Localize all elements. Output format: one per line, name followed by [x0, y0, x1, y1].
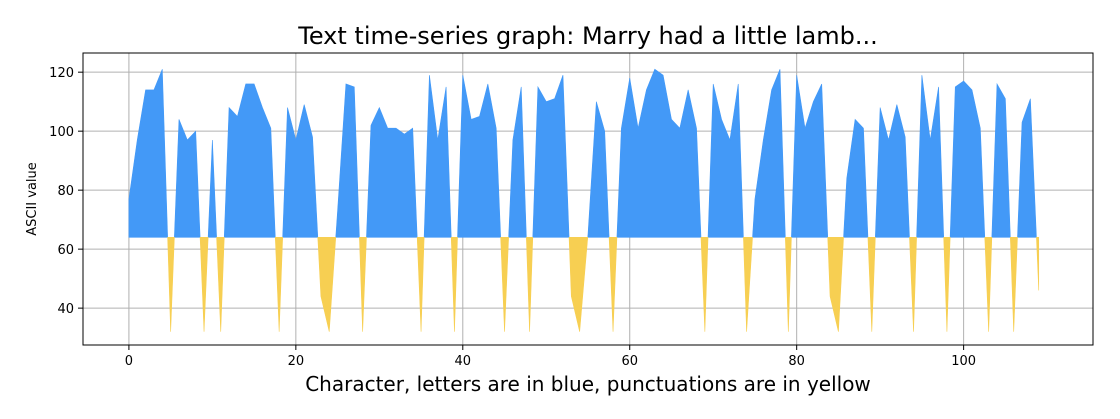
y-axis-label: ASCII value	[25, 162, 40, 236]
x-tick-label: 100	[951, 354, 976, 369]
y-tick-label: 60	[57, 243, 74, 258]
x-tick-label: 20	[288, 354, 305, 369]
y-tick-label: 100	[49, 125, 74, 140]
x-axis-label: Character, letters are in blue, punctuat…	[305, 372, 871, 396]
ticks: 0 20 40 60 80 100 40 60 80 100 120	[49, 66, 976, 369]
x-tick-label: 60	[621, 354, 638, 369]
x-tick-label: 40	[455, 354, 472, 369]
y-tick-label: 40	[57, 302, 74, 317]
x-tick-label: 80	[788, 354, 805, 369]
axes-frame	[82, 52, 1094, 346]
plot-area	[128, 68, 1040, 332]
y-tick-label: 120	[49, 66, 74, 81]
punctuation-area	[167, 237, 1040, 332]
y-tick-label: 80	[57, 184, 74, 199]
chart-title: Text time-series graph: Marry had a litt…	[297, 22, 878, 50]
letters-area	[128, 68, 1037, 238]
x-tick-label: 0	[125, 354, 133, 369]
